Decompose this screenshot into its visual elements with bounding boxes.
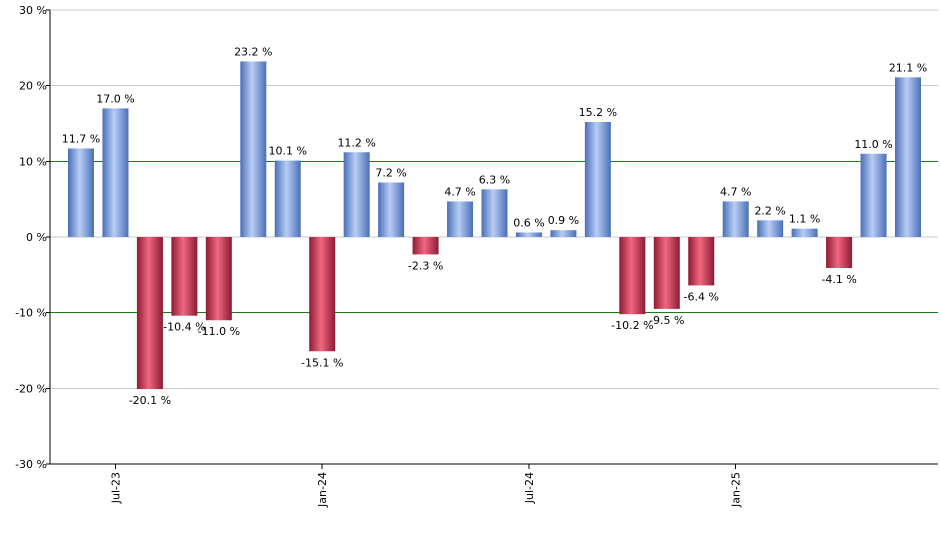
y-tick-label: -10 % <box>15 307 47 320</box>
data-labels: 11.7 % 17.0 % -20.1 % -10.4 %-11.0 % 23.2 % 1… <box>62 45 927 407</box>
bar-positive <box>550 230 577 237</box>
bar-negative <box>826 237 853 269</box>
data-label: -10.4 % <box>163 321 205 334</box>
bar-positive <box>895 77 921 238</box>
y-tick-label: 30 % <box>19 4 47 17</box>
data-label: -4.1 % <box>821 273 856 286</box>
bar-positive <box>102 108 129 237</box>
data-label: 10.1 % <box>269 145 307 158</box>
bar-positive <box>378 182 405 237</box>
data-label: 4.7 % <box>444 185 475 198</box>
bar-negative <box>619 237 646 315</box>
y-tick-label: -30 % <box>15 458 47 471</box>
data-label: -11.0 % <box>198 325 240 338</box>
data-label: -2.3 % <box>408 259 443 272</box>
bar-negative <box>205 237 232 321</box>
x-tick-label: Jul-23 <box>109 472 122 504</box>
data-label: 11.0 % <box>854 138 892 151</box>
axes: -30 % -20 % -10 % 0 % 10 % 20 % 30 % Jul-23 Jan-… <box>15 4 938 508</box>
data-label: 4.7 % <box>720 185 751 198</box>
bar-negative <box>136 237 163 390</box>
data-label: -15.1 % <box>301 356 343 369</box>
bar-negative <box>653 237 680 309</box>
bar-negative <box>688 237 715 286</box>
y-tick-label: 0 % <box>26 231 47 244</box>
data-label: 23.2 % <box>234 45 272 58</box>
bar-negative <box>309 237 336 352</box>
x-tick-label: Jan-25 <box>730 472 743 508</box>
data-label: 11.7 % <box>62 132 100 145</box>
y-tick-label: 10 % <box>19 155 47 168</box>
data-label: 15.2 % <box>579 106 617 119</box>
data-label: 21.1 % <box>889 61 927 74</box>
x-tick-label: Jan-24 <box>316 472 329 508</box>
bar-positive <box>481 189 508 237</box>
y-tick-label: 20 % <box>19 80 47 93</box>
bar-positive <box>68 148 94 237</box>
data-label: -10.2 % <box>611 319 653 332</box>
bar-positive <box>240 61 267 237</box>
bar-negative <box>171 237 198 316</box>
bar-positive <box>515 232 542 237</box>
y-tick-label: -20 % <box>15 382 47 395</box>
bar-positive <box>343 152 370 237</box>
data-label: 17.0 % <box>96 92 134 105</box>
bar-positive <box>791 228 818 237</box>
data-label: -9.5 % <box>649 314 684 327</box>
data-label: -20.1 % <box>129 394 171 407</box>
data-label: -6.4 % <box>684 290 719 303</box>
data-label: 0.6 % <box>513 216 544 229</box>
bar-positive <box>447 201 474 237</box>
bar-positive <box>860 153 887 237</box>
data-label: 11.2 % <box>337 136 375 149</box>
data-label: 1.1 % <box>789 213 820 226</box>
x-tick-label: Jul-24 <box>523 472 536 504</box>
bar-positive <box>722 201 749 237</box>
data-label: 2.2 % <box>754 204 785 217</box>
data-label: 6.3 % <box>479 173 510 186</box>
grid-lines <box>50 9 938 465</box>
bar-negative <box>412 237 439 255</box>
data-label: 7.2 % <box>375 167 406 180</box>
bar-positive <box>757 220 784 237</box>
bar-positive <box>274 160 301 237</box>
data-label: 0.9 % <box>548 214 579 227</box>
bar-positive <box>584 121 611 237</box>
bars <box>68 61 921 390</box>
